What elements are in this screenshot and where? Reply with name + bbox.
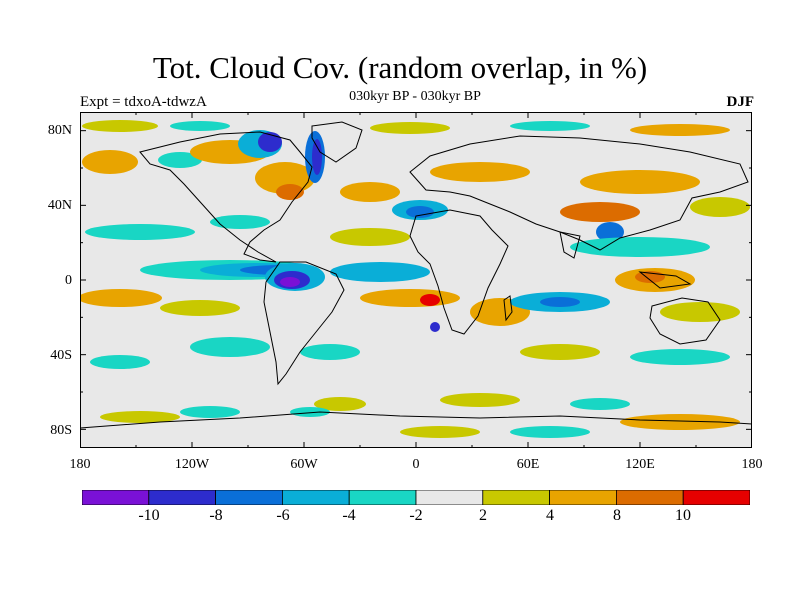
colorbar-swatch (682, 490, 750, 505)
anomaly-patch (400, 426, 480, 438)
anomaly-patch (430, 322, 440, 332)
anomaly-patch (100, 411, 180, 423)
colorbar-swatch (415, 490, 484, 505)
anomaly-patch (440, 393, 520, 407)
north-america-outline (139, 131, 313, 263)
anomaly-patch (406, 206, 434, 218)
colorbar (82, 490, 750, 505)
africa-outline (409, 209, 509, 335)
colorbar-label: 4 (546, 507, 554, 524)
anomaly-patch (210, 215, 270, 229)
colorbar-swatch (348, 490, 417, 505)
plot-subtitle: 030kyr BP - 030kyr BP (349, 89, 481, 104)
anomaly-patch (570, 237, 710, 257)
anomaly-patch (82, 150, 138, 174)
anomaly-patch (85, 224, 195, 240)
colorbar-swatch (482, 490, 550, 505)
anomaly-field (80, 120, 750, 438)
anomaly-patch (370, 122, 450, 134)
lon-label-180e: 180 (741, 457, 763, 472)
anomaly-patch (560, 202, 640, 222)
colorbar-swatch (281, 490, 350, 505)
australia-outline (649, 297, 721, 345)
axis-ticks (80, 112, 752, 448)
eurasia-outline (409, 135, 749, 251)
plot-title: Tot. Cloud Cov. (random overlap, in %) (152, 50, 648, 85)
anomaly-patch (300, 344, 360, 360)
anomaly-patch (180, 406, 240, 418)
antarctica-outline (80, 411, 752, 429)
anomaly-patch (340, 182, 400, 202)
lon-label-0: 0 (412, 457, 420, 472)
coastlines (80, 121, 752, 429)
colorbar-swatch (215, 490, 283, 505)
anomaly-patch (160, 300, 240, 316)
anomaly-patch (330, 228, 410, 246)
lat-label-40s: 40S (50, 348, 72, 363)
indonesia-outline (638, 271, 692, 289)
lat-label-80s: 80S (50, 423, 72, 438)
colorbar-label: -8 (209, 507, 223, 524)
lat-label-40n: 40N (47, 198, 72, 213)
colorbar-label: 2 (479, 507, 487, 524)
anomaly-patch (80, 289, 162, 307)
colorbar-label: 10 (675, 507, 691, 524)
lat-label-80n: 80N (47, 123, 72, 138)
map-panel (80, 112, 752, 448)
anomaly-patch (314, 397, 366, 411)
anomaly-patch (170, 121, 230, 131)
india-outline (559, 231, 581, 259)
greenland-outline (311, 121, 363, 163)
anomaly-patch (158, 152, 202, 168)
anomaly-patch (510, 121, 590, 131)
lon-label-120w: 120W (174, 457, 210, 472)
anomaly-patch (82, 120, 158, 132)
anomaly-patch (290, 407, 330, 417)
lat-label-eq: 0 (65, 273, 72, 288)
anomaly-patch (630, 124, 730, 136)
anomaly-patch (660, 302, 740, 322)
colorbar-swatch (549, 490, 617, 505)
colorbar-label: -4 (342, 507, 356, 524)
colorbar-label: -10 (138, 507, 160, 524)
colorbar-swatch (82, 490, 150, 505)
anomaly-patch (258, 132, 282, 152)
anomaly-patch (690, 197, 750, 217)
anomaly-patch (330, 262, 430, 282)
lon-label-60w: 60W (290, 457, 318, 472)
anomaly-patch (510, 426, 590, 438)
colorbar-label: -6 (276, 507, 290, 524)
anomaly-patch (620, 414, 740, 430)
experiment-label: Expt = tdxoA-tdwzA (80, 94, 207, 110)
anomaly-patch (540, 297, 580, 307)
colorbar-label: -2 (409, 507, 423, 524)
season-label: DJF (726, 94, 755, 110)
colorbar-swatch (148, 490, 217, 505)
anomaly-patch (630, 349, 730, 365)
lon-label-60e: 60E (516, 457, 540, 472)
anomaly-patch (190, 337, 270, 357)
colorbar-swatch (616, 490, 684, 505)
anomaly-patch (280, 277, 300, 287)
anomaly-patch (360, 289, 460, 307)
anomaly-patch (580, 170, 700, 194)
south-america-outline (263, 261, 345, 386)
anomaly-patch (596, 222, 624, 242)
lon-label-180w: 180 (69, 457, 91, 472)
anomaly-patch (90, 355, 150, 369)
anomaly-patch (255, 162, 315, 194)
anomaly-patch (420, 294, 440, 306)
colorbar-label: 8 (613, 507, 621, 524)
anomaly-patch (312, 139, 322, 175)
anomaly-patch (570, 398, 630, 410)
madagascar-outline (503, 295, 513, 322)
lon-label-120e: 120E (625, 457, 655, 472)
anomaly-patch (520, 344, 600, 360)
anomaly-patch (430, 162, 530, 182)
